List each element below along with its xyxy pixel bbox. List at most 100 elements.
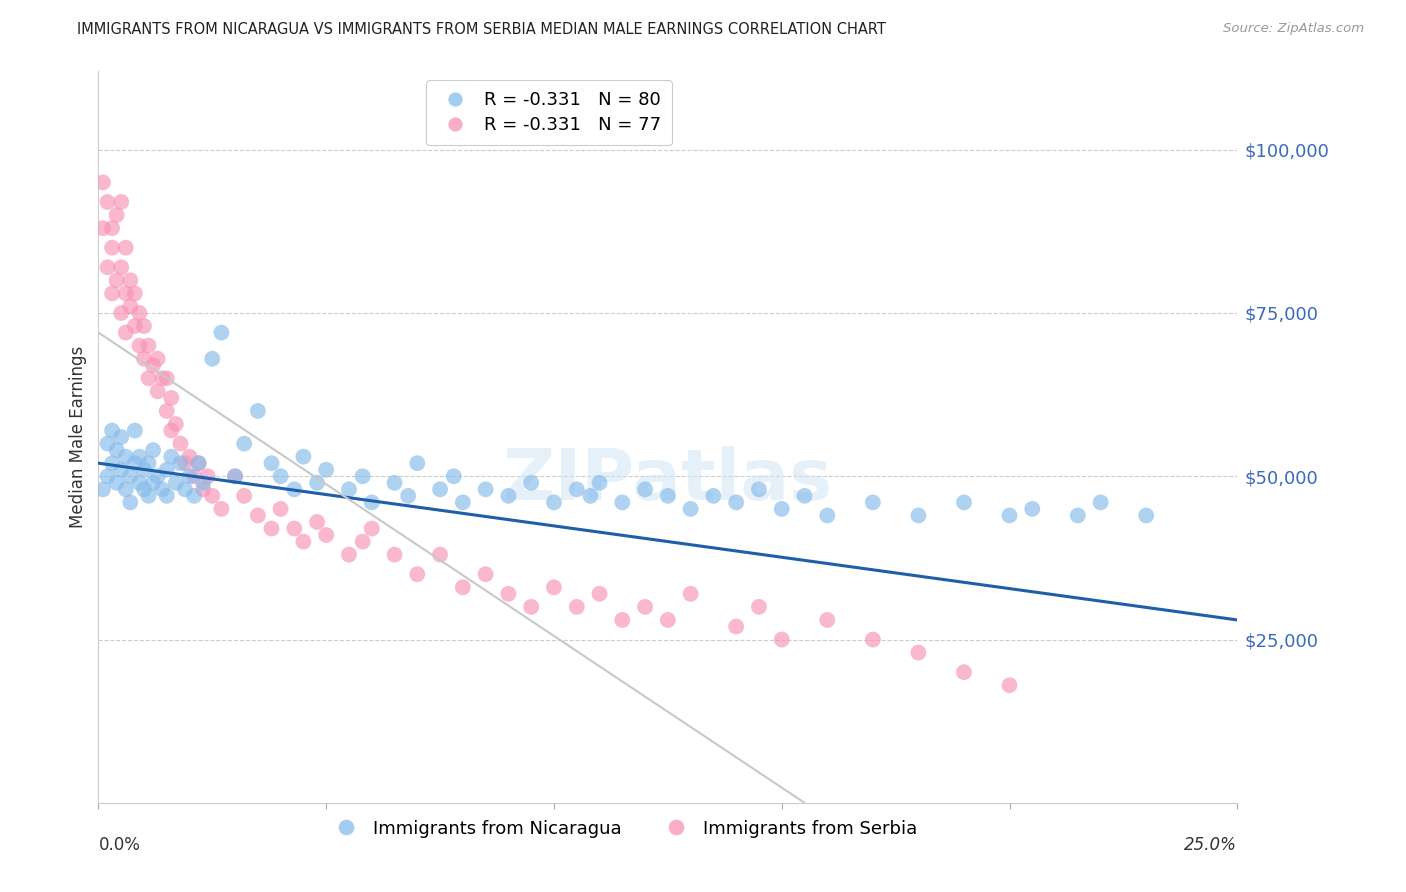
Point [132, 463, 155, 477]
Text: Source: ZipAtlas.com: Source: ZipAtlas.com [1223, 22, 1364, 36]
Point [138, 489, 160, 503]
Point [105, 208, 128, 222]
Point [105, 273, 128, 287]
Point [187, 456, 209, 470]
Point [187, 456, 209, 470]
Point [725, 619, 748, 633]
Point [142, 358, 165, 372]
Point [101, 424, 124, 438]
Point [679, 502, 702, 516]
Point [679, 587, 702, 601]
Point [520, 475, 543, 490]
Point [91, 221, 114, 235]
Point [360, 495, 382, 509]
Point [128, 475, 150, 490]
Point [443, 469, 465, 483]
Point [132, 483, 155, 497]
Point [110, 306, 132, 320]
Point [337, 483, 360, 497]
Point [156, 371, 179, 385]
Point [128, 306, 150, 320]
Point [360, 521, 382, 535]
Point [657, 489, 679, 503]
Point [120, 300, 142, 314]
Point [451, 495, 474, 509]
Point [209, 502, 232, 516]
Point [160, 424, 183, 438]
Point [183, 469, 205, 483]
Point [315, 528, 337, 542]
Point [498, 489, 520, 503]
Point [520, 599, 543, 614]
Point [160, 450, 183, 464]
Point [770, 502, 793, 516]
Point [91, 175, 114, 189]
Point [132, 351, 155, 366]
Point [96, 260, 118, 275]
Point [748, 483, 770, 497]
Point [352, 534, 374, 549]
Point [114, 286, 136, 301]
Point [120, 469, 142, 483]
Point [429, 483, 451, 497]
Point [748, 599, 770, 614]
Point [150, 483, 173, 497]
Point [150, 371, 173, 385]
Point [138, 456, 160, 470]
Point [292, 450, 315, 464]
Point [156, 489, 179, 503]
Point [315, 463, 337, 477]
Point [474, 483, 496, 497]
Point [307, 515, 329, 529]
Point [110, 260, 132, 275]
Point [451, 580, 474, 594]
Point [165, 417, 187, 431]
Point [169, 456, 191, 470]
Point [770, 632, 793, 647]
Point [246, 508, 269, 523]
Point [953, 665, 976, 680]
Legend: Immigrants from Nicaragua, Immigrants from Serbia: Immigrants from Nicaragua, Immigrants fr… [321, 813, 924, 845]
Point [174, 483, 197, 497]
Point [193, 483, 215, 497]
Point [114, 241, 136, 255]
Point [283, 483, 305, 497]
Point [270, 502, 292, 516]
Point [156, 404, 179, 418]
Point [120, 273, 142, 287]
Point [138, 371, 160, 385]
Point [110, 430, 132, 444]
Point [224, 469, 246, 483]
Point [406, 456, 429, 470]
Point [101, 456, 124, 470]
Text: IMMIGRANTS FROM NICARAGUA VS IMMIGRANTS FROM SERBIA MEDIAN MALE EARNINGS CORRELA: IMMIGRANTS FROM NICARAGUA VS IMMIGRANTS … [77, 22, 886, 37]
Point [146, 469, 169, 483]
Point [474, 567, 496, 582]
Point [283, 521, 305, 535]
Point [498, 587, 520, 601]
Point [998, 508, 1021, 523]
Point [183, 489, 205, 503]
Point [114, 483, 136, 497]
Point [588, 475, 610, 490]
Point [142, 475, 165, 490]
Point [1135, 508, 1157, 523]
Point [101, 221, 124, 235]
Point [160, 391, 183, 405]
Point [138, 338, 160, 352]
Point [634, 599, 657, 614]
Point [862, 632, 884, 647]
Point [124, 319, 146, 334]
Point [114, 326, 136, 340]
Point [565, 483, 588, 497]
Point [124, 286, 146, 301]
Point [146, 384, 169, 399]
Point [352, 469, 374, 483]
Point [96, 469, 118, 483]
Point [998, 678, 1021, 692]
Point [132, 319, 155, 334]
Point [105, 475, 128, 490]
Point [165, 475, 187, 490]
Point [307, 475, 329, 490]
Point [1090, 495, 1112, 509]
